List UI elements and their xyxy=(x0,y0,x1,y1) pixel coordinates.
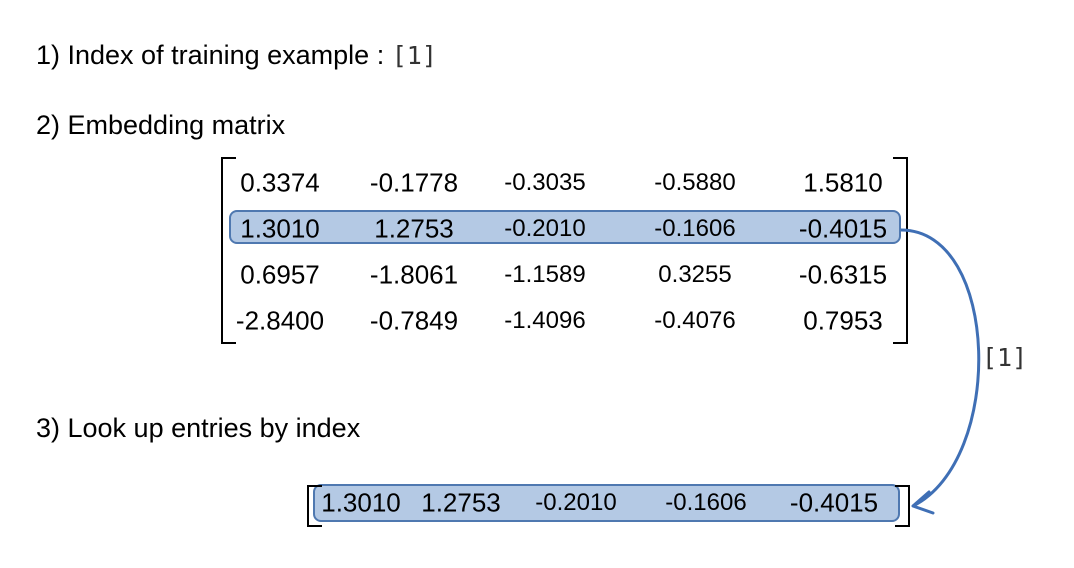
step-1-text: 1) Index of training example : xyxy=(36,40,385,70)
matrix-cell-r3-c2: -1.4096 xyxy=(504,307,586,334)
lookup-index-label: [1] xyxy=(982,343,1028,372)
output-cell-0: 1.3010 xyxy=(321,487,401,518)
matrix-cell-r1-c0: 1.3010 xyxy=(240,213,320,244)
matrix-cell-r1-c4: -0.4015 xyxy=(798,213,888,244)
matrix-cell-r1-c1: 1.2753 xyxy=(374,213,454,244)
matrix-cell-r0-c3: -0.5880 xyxy=(654,169,736,196)
output-right-bracket xyxy=(895,485,910,527)
lookup-arrowhead xyxy=(911,490,935,515)
step-3-label: 3) Look up entries by index xyxy=(36,413,361,443)
matrix-cell-r2-c3: 0.3255 xyxy=(658,261,732,288)
output-cell-1: 1.2753 xyxy=(421,487,501,518)
output-cell-4: -0.4015 xyxy=(789,487,879,518)
step-1-index: [1] xyxy=(391,41,437,70)
matrix-cell-r1-c2: -0.2010 xyxy=(504,215,586,242)
matrix-cell-r2-c0: 0.6957 xyxy=(240,259,320,290)
matrix-right-bracket xyxy=(893,157,908,344)
matrix-cell-r3-c1: -0.7849 xyxy=(369,305,459,336)
matrix-cell-r3-c4: 0.7953 xyxy=(803,305,883,336)
highlighted-row-box xyxy=(229,210,901,244)
matrix-cell-r2-c2: -1.1589 xyxy=(504,261,586,288)
matrix-left-bracket xyxy=(221,157,236,344)
matrix-cell-r0-c4: 1.5810 xyxy=(803,167,883,198)
matrix-cell-r0-c1: -0.1778 xyxy=(369,167,459,198)
output-row-box xyxy=(313,484,900,522)
step-1-label: 1) Index of training example : [1] xyxy=(36,40,437,71)
output-left-bracket xyxy=(307,485,322,527)
output-cell-2: -0.2010 xyxy=(535,489,617,516)
matrix-cell-r0-c2: -0.3035 xyxy=(504,169,586,196)
matrix-cell-r1-c3: -0.1606 xyxy=(654,215,736,242)
matrix-cell-r3-c0: -2.8400 xyxy=(235,305,325,336)
lookup-arrow xyxy=(900,228,981,508)
matrix-cell-r2-c4: -0.6315 xyxy=(798,259,888,290)
output-cell-3: -0.1606 xyxy=(665,489,747,516)
matrix-cell-r0-c0: 0.3374 xyxy=(240,167,320,198)
matrix-cell-r2-c1: -1.8061 xyxy=(369,259,459,290)
matrix-cell-r3-c3: -0.4076 xyxy=(654,307,736,334)
step-2-label: 2) Embedding matrix xyxy=(36,110,286,140)
